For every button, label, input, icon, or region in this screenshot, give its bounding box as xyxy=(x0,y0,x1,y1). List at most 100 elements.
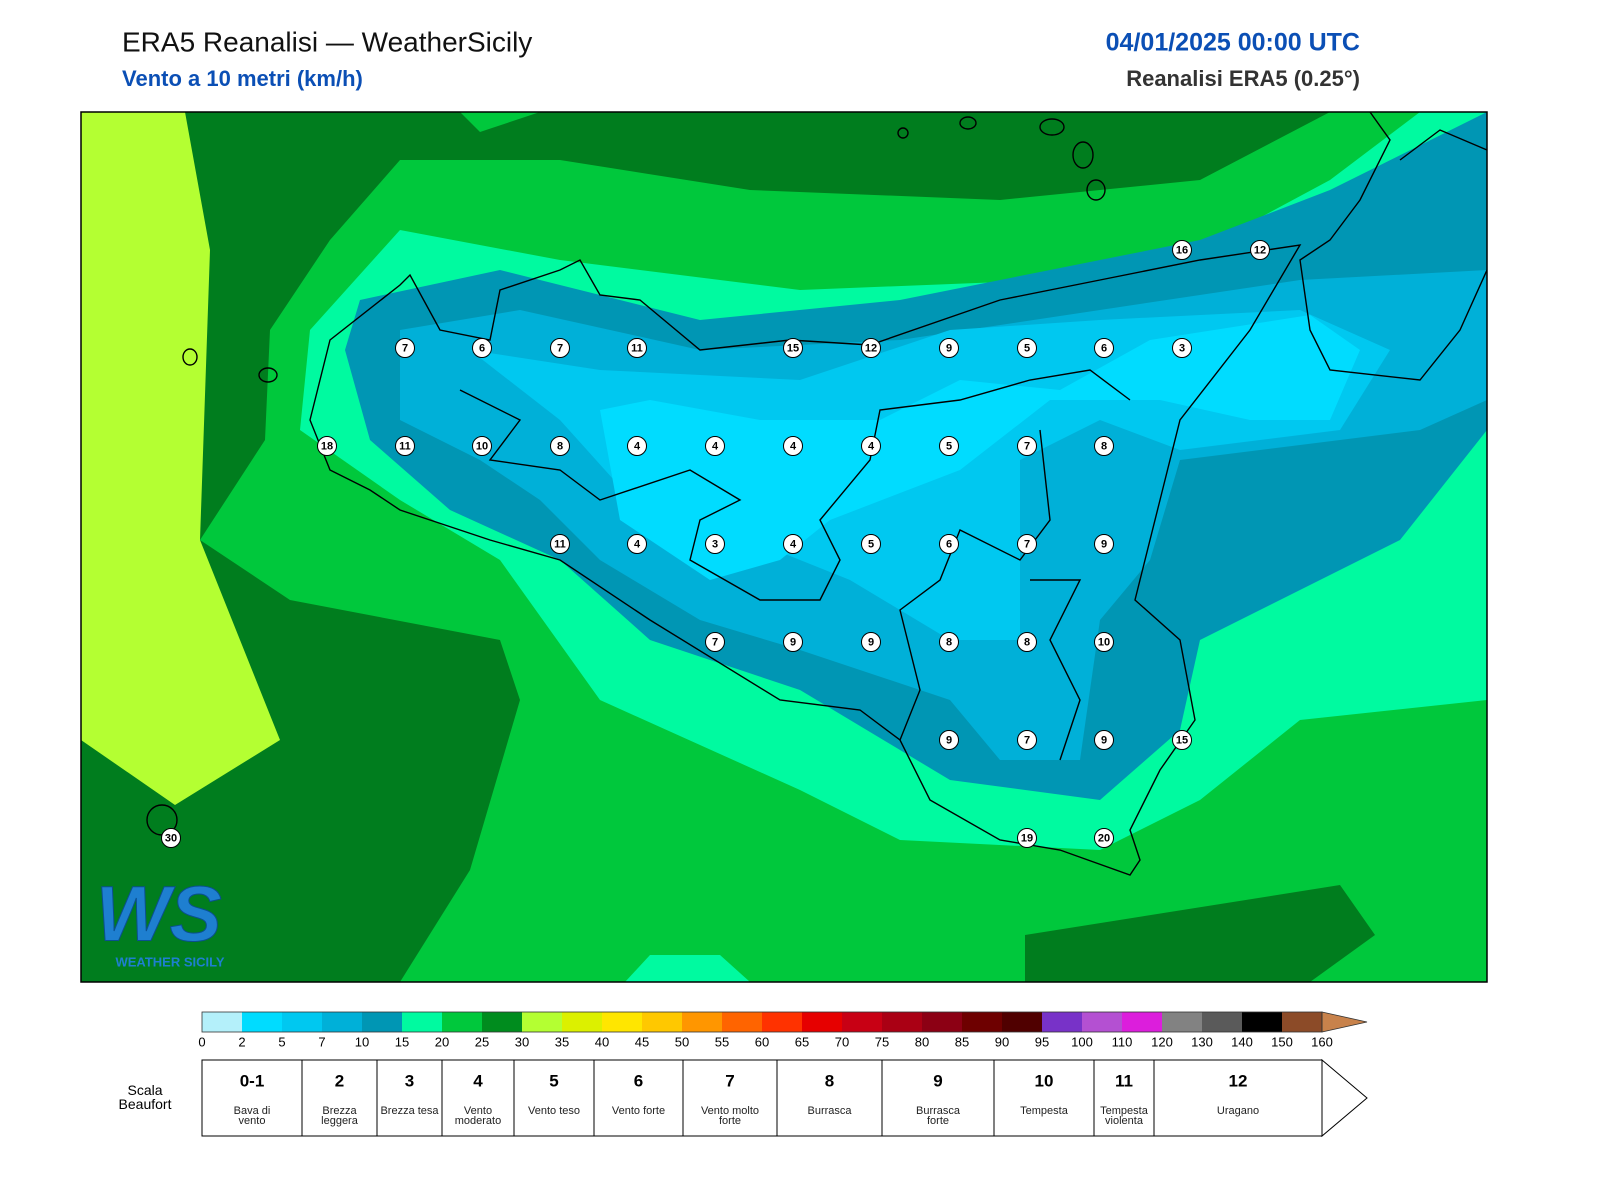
point-value: 8 xyxy=(1101,440,1107,452)
point-marker xyxy=(939,534,959,554)
colorbar-tick-label: 110 xyxy=(1112,1034,1133,1049)
point-value: 10 xyxy=(1098,636,1110,648)
colorbar-tick-label: 70 xyxy=(835,1034,849,1049)
logo: WS WEATHER SICILY xyxy=(96,869,225,969)
point-marker xyxy=(783,534,803,554)
point-marker xyxy=(1172,730,1192,750)
point-value: 4 xyxy=(868,440,875,452)
beaufort-box xyxy=(441,1059,515,1137)
source: Reanalisi ERA5 (0.25°) xyxy=(1126,66,1360,91)
point-value: 7 xyxy=(1024,734,1030,746)
colorbar-segment xyxy=(442,1012,482,1032)
beaufort-force: 8 xyxy=(825,1071,834,1090)
point-value: 19 xyxy=(1021,832,1033,844)
point-marker xyxy=(627,534,647,554)
beaufort-description: Bava di vento xyxy=(233,1105,271,1127)
point-marker xyxy=(1017,534,1037,554)
point-marker xyxy=(1094,338,1114,358)
point-marker xyxy=(550,436,570,456)
colorbar-segment xyxy=(1162,1012,1202,1032)
beaufort-force: 0-1 xyxy=(240,1071,265,1090)
point-value: 15 xyxy=(787,342,799,354)
colorbar-tick-label: 85 xyxy=(955,1034,969,1049)
point-value: 16 xyxy=(1176,244,1188,256)
point-value: 8 xyxy=(1024,636,1030,648)
beaufort-description: Tempesta violenta xyxy=(1100,1105,1148,1127)
point-value: 4 xyxy=(790,440,797,452)
point-marker xyxy=(1172,338,1192,358)
beaufort-description: Burrasca xyxy=(807,1105,852,1117)
colorbar-tick-label: 90 xyxy=(995,1034,1009,1049)
point-value: 15 xyxy=(1176,734,1188,746)
colorbar-tick-label: 50 xyxy=(675,1034,689,1049)
point-value: 5 xyxy=(868,538,874,550)
colorbar-tick-label: 100 xyxy=(1071,1034,1093,1049)
beaufort-scale: 0-1 2 3 4 5 6 7 8 9 10 11 12 xyxy=(201,1058,1368,1138)
colorbar-segment xyxy=(682,1012,722,1032)
point-value: 4 xyxy=(634,538,641,550)
point-marker xyxy=(627,436,647,456)
beaufort-description: Vento molto forte xyxy=(700,1105,760,1127)
point-marker xyxy=(627,338,647,358)
point-marker xyxy=(705,534,725,554)
beaufort-arrow xyxy=(1321,1058,1368,1138)
colorbar-segment xyxy=(962,1012,1002,1032)
point-marker xyxy=(395,338,415,358)
point-marker xyxy=(472,436,492,456)
colorbar-segment xyxy=(882,1012,922,1032)
colorbar-segment xyxy=(842,1012,882,1032)
colorbar-tick-label: 160 xyxy=(1311,1034,1333,1049)
beaufort-force: 4 xyxy=(473,1071,483,1090)
beaufort-description: Uragano xyxy=(1216,1105,1260,1117)
point-marker xyxy=(783,338,803,358)
colorbar-segment xyxy=(562,1012,602,1032)
wind-zone xyxy=(600,315,1360,580)
point-value: 9 xyxy=(1101,538,1107,550)
beaufort-description: Vento moderato xyxy=(454,1105,502,1127)
point-value: 11 xyxy=(554,538,566,550)
point-value: 3 xyxy=(1179,342,1185,354)
point-value: 4 xyxy=(712,440,719,452)
point-value: 6 xyxy=(946,538,952,550)
point-value: 30 xyxy=(165,832,177,844)
colorbar-tick-label: 40 xyxy=(595,1034,609,1049)
colorbar-tick-label: 95 xyxy=(1035,1034,1049,1049)
wind-zone xyxy=(81,112,280,805)
point-value: 7 xyxy=(402,342,408,354)
point-marker xyxy=(1094,828,1114,848)
point-marker xyxy=(939,338,959,358)
coastline xyxy=(146,112,1487,876)
point-marker xyxy=(1017,632,1037,652)
colorbar-segment xyxy=(522,1012,562,1032)
beaufort-force: 3 xyxy=(405,1071,414,1090)
colorbar-tick-label: 55 xyxy=(715,1034,729,1049)
point-marker xyxy=(1017,828,1037,848)
beaufort-force: 11 xyxy=(1115,1071,1133,1090)
colorbar-segment xyxy=(762,1012,802,1032)
point-marker xyxy=(1017,436,1037,456)
point-value: 6 xyxy=(479,342,485,354)
beaufort-force: 9 xyxy=(933,1071,942,1090)
beaufort-box xyxy=(201,1059,303,1137)
subtitle: Vento a 10 metri (km/h) xyxy=(122,66,363,91)
beaufort-force: 10 xyxy=(1035,1071,1054,1090)
map-fill: 16 12 7 6 7 11 15 12 9 5 6 3 18 11 10 8 4 4 4 4 5 7 8 11 4 3 4 5 6 7 9… xyxy=(81,112,1487,982)
point-value: 7 xyxy=(557,342,563,354)
wind-zone xyxy=(625,955,750,982)
colorbar: 0 2 5 7 10 15 20 25 30 35 40 45 50 55 60 65 70 75 80 85 90 95… xyxy=(198,1011,1368,1049)
point-marker xyxy=(1094,436,1114,456)
beaufort-description: Vento teso xyxy=(528,1105,580,1117)
point-marker xyxy=(550,338,570,358)
point-marker xyxy=(939,730,959,750)
colorbar-segment xyxy=(922,1012,962,1032)
point-value: 12 xyxy=(1254,244,1266,256)
point-marker xyxy=(861,534,881,554)
point-marker xyxy=(861,436,881,456)
colorbar-tick-label: 25 xyxy=(475,1034,489,1049)
point-value: 9 xyxy=(946,342,952,354)
colorbar-segment xyxy=(1122,1012,1162,1032)
point-marker xyxy=(1017,730,1037,750)
colorbar-tick-label: 7 xyxy=(318,1034,325,1049)
point-value: 8 xyxy=(557,440,563,452)
colorbar-tick-label: 0 xyxy=(198,1034,205,1049)
